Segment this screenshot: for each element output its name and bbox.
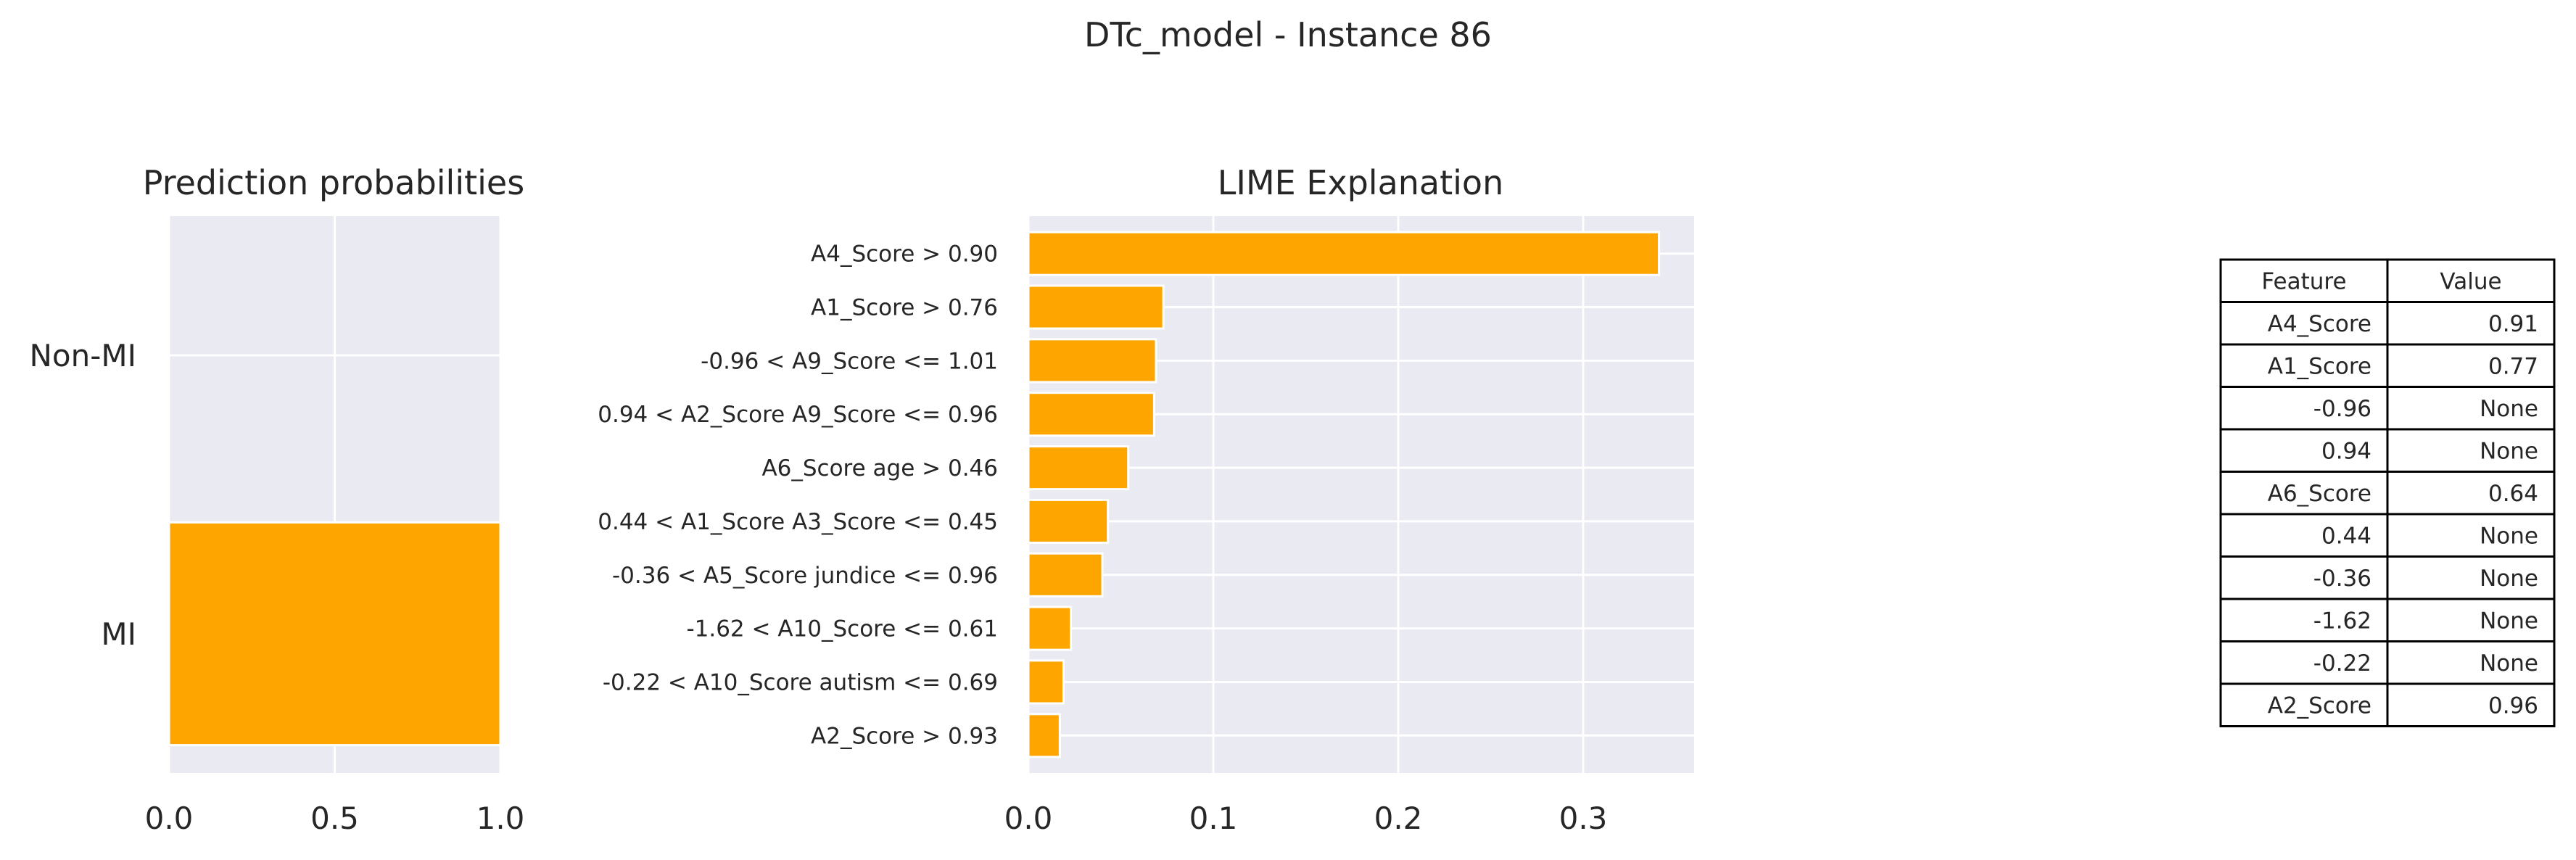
probability-bar bbox=[168, 521, 502, 747]
lime-weight-bar bbox=[1027, 713, 1061, 758]
value-cell: 0.64 bbox=[2488, 481, 2538, 507]
feature-tick-label: A1_Score > 0.76 bbox=[811, 295, 998, 321]
x-tick-label: 0.0 bbox=[145, 801, 194, 836]
feature-cell: A1_Score bbox=[2268, 353, 2371, 379]
lime-weight-bar bbox=[1027, 498, 1110, 544]
feature-value-table: Feature Value A4_Score 0.91 A1_Score 0.77 -0.9… bbox=[2219, 258, 2556, 727]
x-tick-label: 1.0 bbox=[476, 801, 525, 836]
value-cell: 0.96 bbox=[2488, 692, 2538, 719]
table-cell bbox=[2219, 682, 2389, 727]
lime-weight-bar bbox=[1027, 231, 1661, 276]
table-row: A2_Score 0.96 bbox=[2219, 682, 2556, 727]
lime-explanation-axes: A4_Score > 0.90 A1_Score > 0.76 -0.96 < A9… bbox=[598, 216, 1694, 836]
feature-tick-label: A6_Score age > 0.46 bbox=[761, 455, 998, 481]
feature-cell: A4_Score bbox=[2268, 311, 2371, 337]
table-header-feature: Feature bbox=[2261, 268, 2346, 294]
table-cell bbox=[2219, 386, 2389, 431]
table-cell bbox=[2219, 598, 2389, 642]
lime-weight-bar bbox=[1027, 392, 1155, 437]
feature-cell: A6_Score bbox=[2268, 481, 2371, 507]
table-row: -0.96 None bbox=[2219, 386, 2556, 431]
value-cell: None bbox=[2480, 396, 2538, 422]
table-row: -0.36 None bbox=[2219, 555, 2556, 600]
category-tick-label: MI bbox=[101, 616, 136, 652]
table-row: 0.44 None bbox=[2219, 513, 2556, 558]
category-tick-label: Non-MI bbox=[29, 338, 136, 373]
x-tick-label: 0.5 bbox=[310, 801, 359, 836]
value-cell: None bbox=[2480, 650, 2538, 677]
table-header-value: Value bbox=[2440, 268, 2501, 294]
table-row: -0.22 None bbox=[2219, 640, 2556, 685]
lime-weight-bar bbox=[1027, 338, 1157, 384]
feature-cell: -1.62 bbox=[2313, 608, 2371, 634]
value-cell: None bbox=[2480, 523, 2538, 549]
value-cell: None bbox=[2480, 566, 2538, 592]
table-cell bbox=[2386, 301, 2556, 346]
prediction-probabilities-chart: Prediction probabilities Non-MI MI 0.0 0.5 1… bbox=[29, 163, 524, 836]
x-tick-label: 0.2 bbox=[1374, 801, 1423, 836]
table-cell bbox=[2219, 258, 2389, 303]
value-cell: None bbox=[2480, 438, 2538, 464]
table-cell bbox=[2386, 343, 2556, 388]
value-cell: 0.91 bbox=[2488, 311, 2538, 337]
lime-weight-bar bbox=[1027, 659, 1065, 705]
table-cell bbox=[2219, 640, 2389, 685]
table-cell bbox=[2386, 640, 2556, 685]
lime-weight-bar bbox=[1027, 445, 1130, 491]
lime-explanation-chart: LIME Explanation A4_Score > 0.90 A1_Score… bbox=[598, 163, 1694, 836]
table-cell bbox=[2386, 513, 2556, 558]
x-tick-label: 0.0 bbox=[1004, 801, 1053, 836]
table-row: 0.94 None bbox=[2219, 428, 2556, 473]
table-header-row: Feature Value bbox=[2219, 258, 2556, 303]
feature-tick-label: -0.36 < A5_Score jundice <= 0.96 bbox=[612, 563, 998, 589]
feature-cell: -0.96 bbox=[2313, 396, 2371, 422]
lime-weight-bar bbox=[1027, 284, 1165, 330]
table-cell bbox=[2386, 555, 2556, 600]
lime-weight-bar bbox=[1027, 605, 1073, 651]
prediction-probabilities-title: Prediction probabilities bbox=[143, 163, 524, 202]
table-cell bbox=[2219, 513, 2389, 558]
feature-tick-label: 0.44 < A1_Score A3_Score <= 0.45 bbox=[598, 509, 998, 535]
figure-title: DTc_model - Instance 86 bbox=[1084, 15, 1492, 54]
feature-cell: A2_Score bbox=[2268, 692, 2371, 719]
table-row: A1_Score 0.77 bbox=[2219, 343, 2556, 388]
value-cell: None bbox=[2480, 608, 2538, 634]
table-row: A4_Score 0.91 bbox=[2219, 301, 2556, 346]
feature-tick-label: A4_Score > 0.90 bbox=[811, 241, 998, 268]
prediction-probabilities-axes: Non-MI MI 0.0 0.5 1.0 bbox=[29, 216, 524, 836]
feature-tick-label: -0.22 < A10_Score autism <= 0.69 bbox=[603, 669, 998, 695]
x-tick-label: 0.1 bbox=[1189, 801, 1238, 836]
feature-cell: 0.94 bbox=[2321, 438, 2371, 464]
x-tick-label: 0.3 bbox=[1559, 801, 1608, 836]
feature-cell: 0.44 bbox=[2321, 523, 2371, 549]
feature-tick-label: -0.96 < A9_Score <= 1.01 bbox=[701, 348, 998, 374]
feature-cell: -0.22 bbox=[2313, 650, 2371, 677]
table-cell bbox=[2386, 682, 2556, 727]
table-row: -1.62 None bbox=[2219, 598, 2556, 642]
feature-tick-label: 0.94 < A2_Score A9_Score <= 0.96 bbox=[598, 402, 998, 428]
value-cell: 0.77 bbox=[2488, 353, 2538, 379]
lime-explanation-title: LIME Explanation bbox=[1218, 163, 1503, 202]
feature-tick-label: A2_Score > 0.93 bbox=[811, 723, 998, 749]
table-row: A6_Score 0.64 bbox=[2219, 471, 2556, 516]
feature-tick-label: -1.62 < A10_Score <= 0.61 bbox=[686, 616, 998, 642]
lime-weight-bar bbox=[1027, 552, 1104, 598]
feature-cell: -0.36 bbox=[2313, 566, 2371, 592]
